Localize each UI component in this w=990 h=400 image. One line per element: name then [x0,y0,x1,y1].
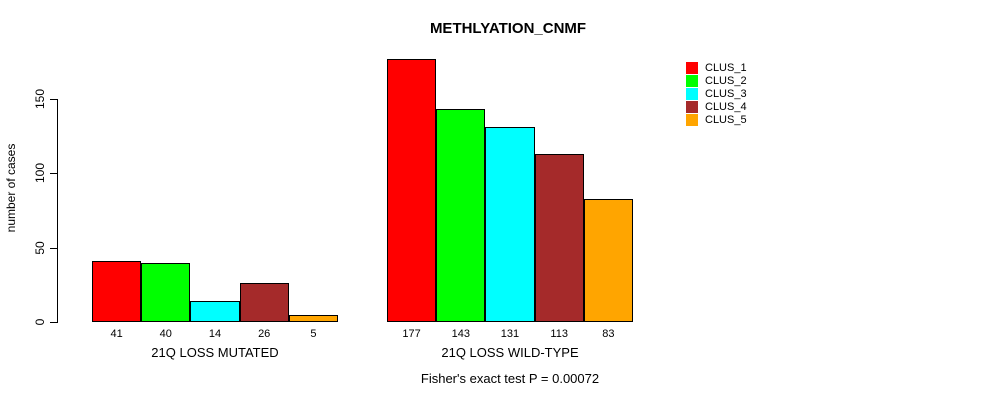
y-tick-mark [50,322,57,323]
bar-value-label: 143 [451,328,470,340]
legend-label: CLUS_1 [705,62,747,74]
legend: CLUS_1 CLUS_2 CLUS_3 CLUS_4 CLUS_5 [686,62,747,127]
y-tick-label: 150 [33,88,47,110]
legend-item: CLUS_4 [686,101,747,113]
legend-label: CLUS_5 [705,114,747,126]
legend-item: CLUS_3 [686,88,747,100]
bar-value-label: 14 [208,328,222,340]
legend-item: CLUS_1 [686,62,747,74]
bar-value-label: 83 [602,328,615,340]
legend-swatch [686,88,698,100]
y-tick-mark [50,247,57,249]
bar-value-label: 113 [550,328,568,340]
legend-label: CLUS_2 [705,75,747,87]
legend-swatch [686,62,698,74]
bar-clus_2 [141,262,191,322]
bar-clus_3 [485,127,535,322]
legend-label: CLUS_3 [705,88,747,100]
bar-value-label: 41 [110,328,123,340]
x-group-label: 21Q LOSS MUTATED [151,345,279,360]
fisher-test-annotation: Fisher's exact test P = 0.00072 [420,371,600,386]
legend-label: CLUS_4 [705,101,747,113]
bar-value-label: 177 [402,328,421,340]
bar-value-label: 5 [310,328,317,340]
legend-swatch [686,114,698,126]
bar-value-label: 26 [258,328,271,340]
y-tick-mark [50,99,57,100]
bar-clus_4 [239,283,289,322]
bar-clus_4 [534,154,584,322]
bar-clus_5 [583,198,633,322]
y-tick-label: 0 [33,318,47,326]
bar-clus_3 [190,301,240,322]
bar-clus_1 [387,58,437,322]
y-tick-mark [50,173,57,175]
chart-title: METHLYATION_CNMF [429,20,587,37]
legend-swatch [686,101,698,113]
legend-item: CLUS_2 [686,75,747,87]
y-axis-line [57,99,58,323]
y-axis-label: number of cases [4,143,18,233]
bar-value-label: 131 [500,328,520,340]
bar-clus_5 [288,314,338,322]
y-tick-label: 50 [33,240,47,255]
bar-clus_2 [436,109,486,322]
x-group-label: 21Q LOSS WILD-TYPE [441,345,579,360]
y-tick-label: 100 [33,163,47,184]
bar-clus_1 [92,261,142,322]
bar-value-label: 40 [159,328,172,340]
legend-swatch [686,75,698,87]
legend-item: CLUS_5 [686,114,747,126]
